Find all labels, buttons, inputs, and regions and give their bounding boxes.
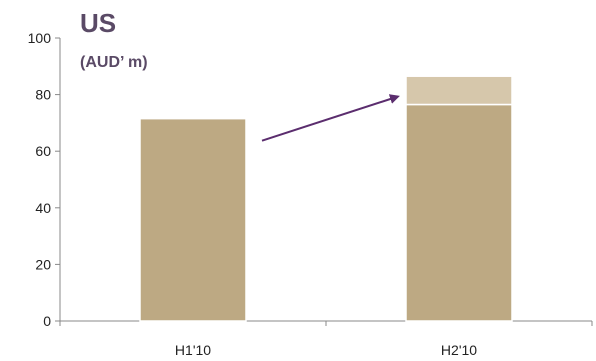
y-tick-label: 80 — [35, 87, 51, 103]
y-tick-label: 20 — [35, 256, 51, 272]
bar-h210-segment-0 — [405, 103, 513, 322]
x-axis-ticks: H1'10 H2'10 — [59, 321, 593, 358]
y-tick-label: 60 — [35, 143, 51, 159]
bar-h110-segment-0 — [139, 117, 247, 322]
bar-h210-segment-1 — [405, 75, 513, 106]
chart-subtitle: (AUD’ m) — [80, 54, 148, 71]
trend-arrow — [261, 94, 400, 142]
y-tick-label: 40 — [35, 200, 51, 216]
y-tick-label: 100 — [28, 30, 52, 46]
bars-group — [139, 75, 513, 322]
y-axis-ticks: 0 20 40 60 80 100 — [28, 30, 60, 329]
x-tick-label: H1'10 — [175, 342, 211, 358]
x-tick-label: H2'10 — [441, 342, 477, 358]
y-tick-label: 0 — [43, 313, 51, 329]
chart-title: US — [80, 8, 116, 38]
